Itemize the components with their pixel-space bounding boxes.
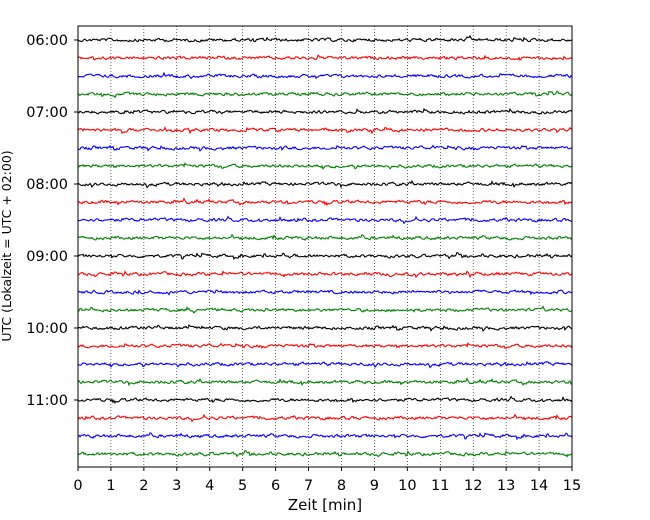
trace-line — [77, 361, 573, 369]
trace-line — [77, 413, 573, 423]
trace-line — [77, 395, 573, 405]
y-tick-label: 08:00 — [26, 177, 68, 193]
x-tick-label: 1 — [106, 478, 115, 494]
x-tick-label: 9 — [370, 478, 379, 494]
trace-line — [77, 34, 573, 43]
trace-line — [77, 215, 573, 225]
trace-line — [77, 323, 573, 332]
y-tick-label: 10:00 — [26, 321, 68, 337]
x-tick-label: 15 — [563, 478, 581, 494]
trace-line — [77, 107, 573, 115]
trace-line — [77, 289, 573, 296]
trace-line — [77, 54, 573, 62]
trace-line — [77, 126, 573, 135]
y-axis-title: UTC (Lokalzeit = UTC + 02:00) — [0, 150, 14, 341]
x-tick-label: 4 — [205, 478, 214, 494]
trace-line — [77, 270, 573, 279]
x-tick-label: 14 — [530, 478, 548, 494]
trace-line — [77, 233, 573, 242]
trace-line — [77, 197, 573, 207]
trace-line — [77, 305, 573, 314]
x-tick-label: 8 — [337, 478, 346, 494]
trace-line — [77, 180, 573, 189]
y-tick-label: 11:00 — [26, 393, 68, 409]
y-tick-label: 09:00 — [26, 249, 68, 265]
trace-line — [77, 71, 573, 80]
trace-line — [77, 144, 573, 152]
plot-frame — [77, 25, 573, 468]
trace-line — [77, 90, 573, 99]
x-tick-label: 3 — [172, 478, 181, 494]
x-tick-label: 7 — [304, 478, 313, 494]
trace-line — [77, 449, 573, 458]
x-tick-label: 5 — [238, 478, 247, 494]
y-axis: 06:00 07:00 08:00 09:00 10:00 11:00 — [26, 33, 78, 409]
y-tick-label: 07:00 — [26, 105, 68, 121]
y-tick-label: 06:00 — [26, 33, 68, 49]
x-tick-label: 2 — [139, 478, 148, 494]
x-tick-label: 0 — [73, 478, 82, 494]
x-axis-title: Zeit [min] — [288, 496, 362, 514]
trace-line — [77, 377, 573, 387]
trace-line — [77, 342, 573, 350]
x-tick-label: 13 — [497, 478, 515, 494]
seismic-traces — [77, 34, 573, 458]
x-tick-label: 6 — [271, 478, 280, 494]
x-tick-label: 11 — [431, 478, 449, 494]
x-tick-label: 10 — [398, 478, 416, 494]
trace-line — [77, 432, 573, 441]
trace-line — [77, 251, 573, 261]
x-tick-label: 12 — [464, 478, 482, 494]
x-axis: 0 1 2 3 4 5 6 7 8 9 10 11 12 13 14 15 — [73, 467, 581, 494]
trace-line — [77, 162, 573, 170]
